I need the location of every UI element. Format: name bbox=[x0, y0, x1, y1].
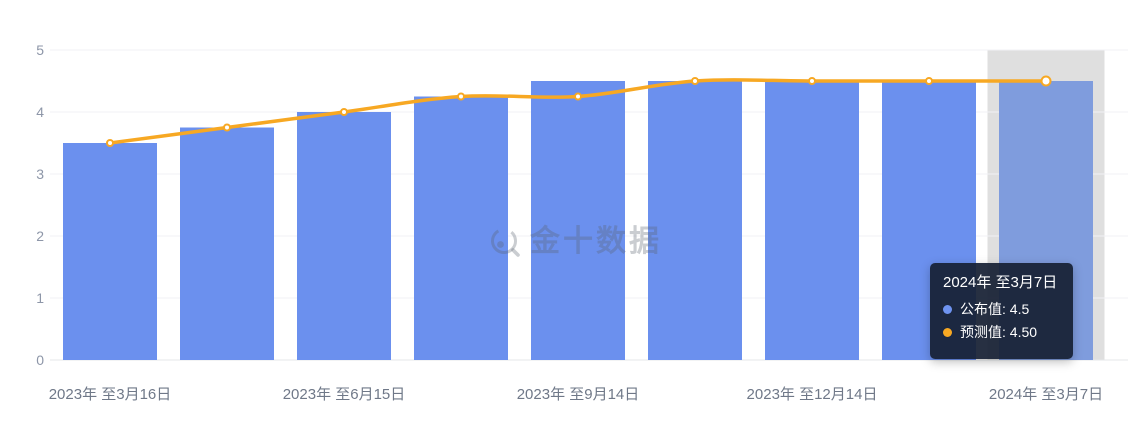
x-axis-label: 2024年 至3月7日 bbox=[989, 386, 1103, 403]
line-point bbox=[691, 77, 699, 85]
bar[interactable] bbox=[414, 96, 508, 361]
bar[interactable] bbox=[531, 81, 625, 360]
line-point bbox=[925, 77, 933, 85]
tooltip-row-actual: 公布值: 4.5 bbox=[943, 301, 1060, 318]
line-point bbox=[106, 139, 114, 147]
bar[interactable] bbox=[648, 81, 742, 360]
tooltip: 2024年 至3月7日 公布值: 4.5 预测值: 4.50 bbox=[930, 263, 1073, 359]
bar[interactable] bbox=[63, 143, 157, 360]
line-point bbox=[808, 77, 816, 85]
line-point bbox=[574, 92, 582, 101]
line-point bbox=[223, 123, 231, 132]
tooltip-actual-text: 公布值: 4.5 bbox=[960, 301, 1030, 317]
line-point bbox=[457, 92, 465, 101]
y-axis-label: 2 bbox=[36, 228, 44, 244]
bar[interactable] bbox=[180, 127, 274, 361]
bar[interactable] bbox=[765, 81, 859, 360]
line-point-active bbox=[1040, 75, 1052, 87]
y-axis-label: 3 bbox=[36, 166, 44, 182]
x-axis-label: 2023年 至12月14日 bbox=[747, 386, 878, 403]
tooltip-forecast-text: 预测值: 4.50 bbox=[960, 324, 1038, 340]
actual-value-dot-icon bbox=[943, 305, 952, 314]
y-axis-label: 5 bbox=[36, 42, 44, 58]
bar[interactable] bbox=[297, 112, 391, 360]
x-axis-label: 2023年 至9月14日 bbox=[517, 386, 640, 403]
forecast-value-dot-icon bbox=[943, 328, 952, 337]
line-point bbox=[340, 108, 348, 116]
y-axis-label: 4 bbox=[36, 104, 44, 120]
x-axis-label: 2023年 至3月16日 bbox=[49, 386, 172, 403]
tooltip-title: 2024年 至3月7日 bbox=[943, 274, 1058, 291]
tooltip-row-forecast: 预测值: 4.50 bbox=[943, 324, 1060, 341]
x-axis-label: 2023年 至6月15日 bbox=[283, 386, 406, 403]
y-axis-label: 1 bbox=[36, 290, 44, 306]
y-axis-label: 0 bbox=[36, 352, 44, 368]
